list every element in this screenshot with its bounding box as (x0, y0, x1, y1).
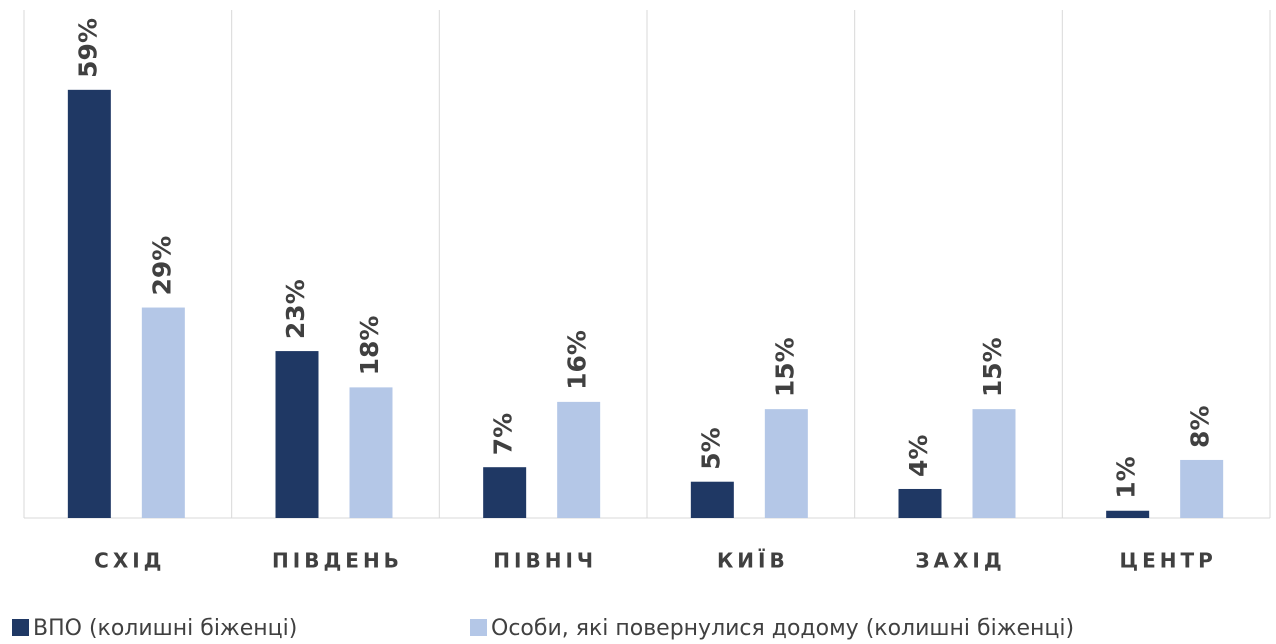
data-label: 15% (770, 337, 799, 397)
legend-swatch (470, 619, 487, 636)
data-label: 5% (696, 427, 725, 469)
bar (898, 488, 942, 518)
bar (1180, 459, 1224, 518)
x-tick-label: ПІВДЕНЬ (272, 549, 403, 573)
data-label: 4% (904, 435, 933, 477)
bar (972, 409, 1016, 518)
data-label: 7% (489, 413, 518, 455)
x-tick-label: ЦЕНТР (1120, 549, 1217, 573)
bar (483, 467, 527, 518)
bar (349, 387, 393, 518)
bar (275, 351, 319, 518)
data-label: 18% (355, 316, 384, 376)
x-tick-label: КИЇВ (717, 549, 789, 573)
data-label: 15% (978, 337, 1007, 397)
data-label: 29% (147, 236, 176, 296)
data-label: 23% (281, 279, 310, 339)
legend-label: Особи, які повернулися додому (колишні б… (491, 616, 1074, 641)
data-label: 59% (73, 18, 102, 78)
x-tick-label: СХІД (94, 549, 165, 573)
data-label: 8% (1186, 405, 1215, 447)
bar (557, 401, 601, 518)
data-label: 1% (1112, 456, 1141, 498)
legend-swatch (12, 619, 29, 636)
data-label: 16% (563, 330, 592, 390)
bar (141, 307, 185, 518)
bar (764, 409, 808, 518)
bar (1106, 510, 1150, 518)
bar (67, 89, 111, 518)
x-tick-label: ПІВНІЧ (493, 549, 597, 573)
x-tick-label: ЗАХІД (915, 549, 1005, 573)
legend-label: ВПО (колишні біженці) (33, 616, 297, 641)
bar (690, 481, 734, 518)
